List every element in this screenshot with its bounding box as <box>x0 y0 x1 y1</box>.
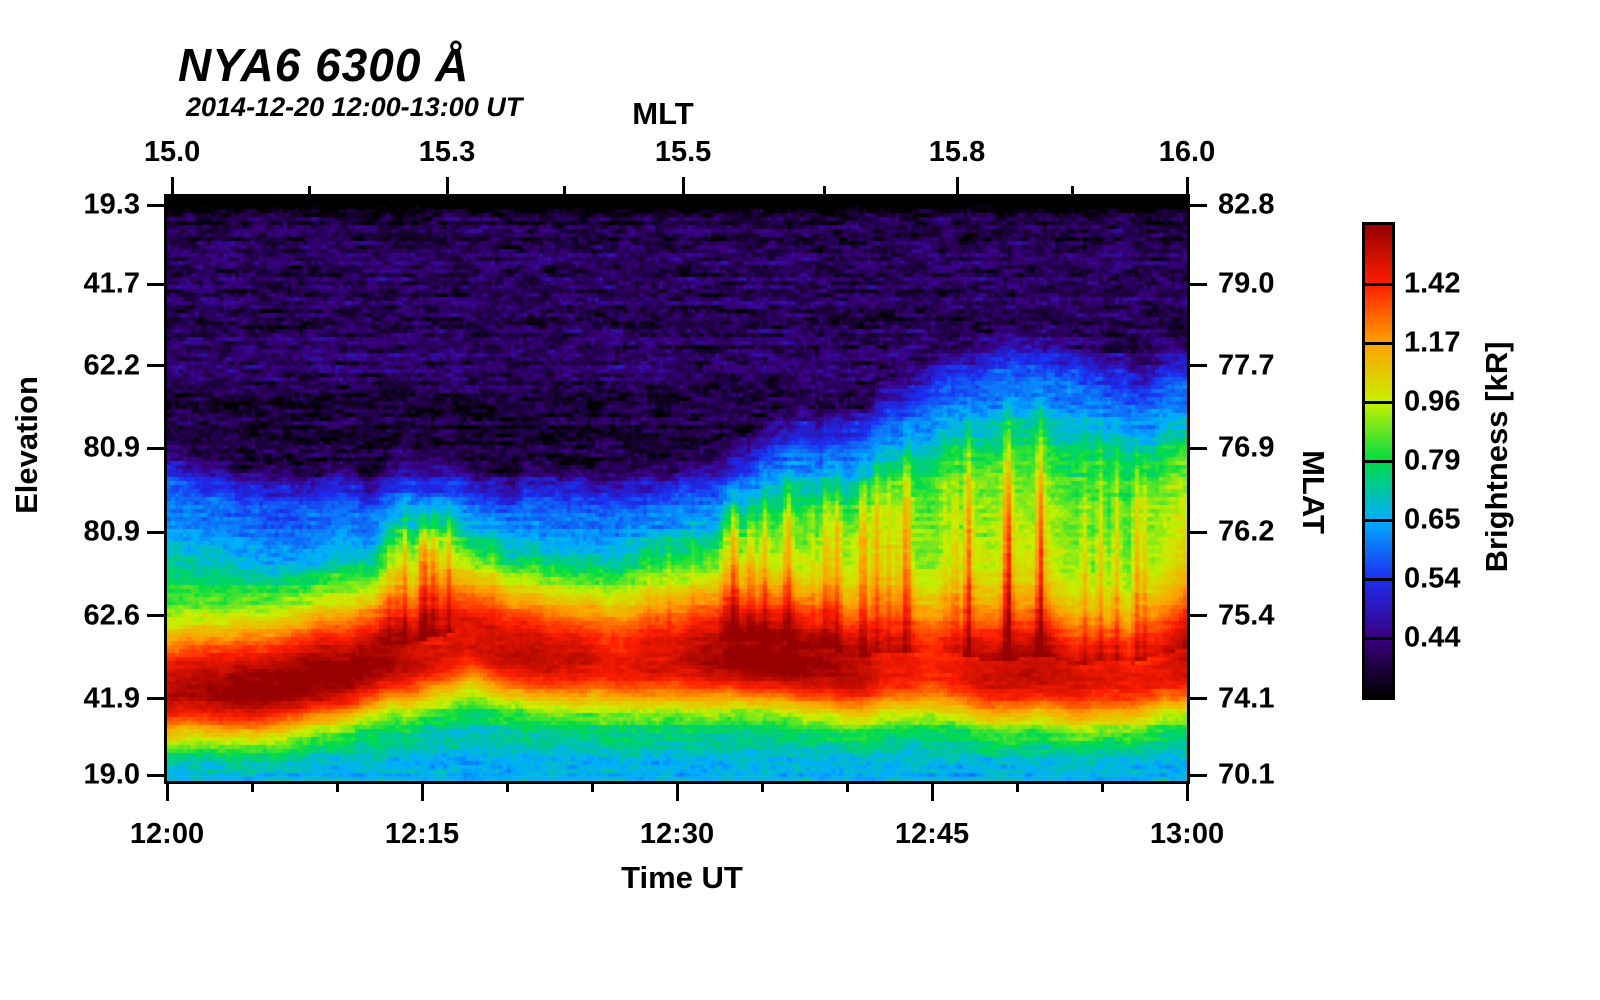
right-axis-tick <box>1187 697 1207 701</box>
top-axis-minor-tick <box>563 186 567 197</box>
left-axis-tick-label: 80.9 <box>83 431 140 464</box>
left-axis-tick-label: 41.7 <box>83 267 140 300</box>
colorbar-segment-divider <box>1365 518 1392 522</box>
colorbar-segment-divider <box>1365 282 1392 286</box>
bottom-axis-major-tick <box>420 781 424 801</box>
bottom-axis-major-tick <box>165 781 169 801</box>
right-axis-tick-label: 79.0 <box>1218 267 1275 300</box>
top-axis-minor-tick <box>308 186 312 197</box>
left-axis-tick <box>147 203 167 207</box>
left-axis-tick <box>147 364 167 368</box>
top-axis-minor-tick <box>823 186 827 197</box>
left-axis-tick <box>147 773 167 777</box>
top-axis-major-tick <box>681 177 685 197</box>
bottom-axis-minor-tick <box>760 781 764 792</box>
bottom-axis-minor-tick <box>1015 781 1019 792</box>
colorbar-tick-label: 0.96 <box>1404 385 1461 418</box>
left-axis-tick <box>147 614 167 618</box>
right-axis-tick <box>1187 614 1207 618</box>
bottom-axis-minor-tick <box>250 781 254 792</box>
colorbar-tick-label: 0.65 <box>1404 503 1461 536</box>
colorbar-segment-divider <box>1365 400 1392 404</box>
right-axis-tick-label: 76.2 <box>1218 515 1275 548</box>
keogram-heatmap <box>167 197 1187 781</box>
right-axis-tick <box>1187 773 1207 777</box>
bottom-axis-major-tick <box>675 781 679 801</box>
left-axis-tick-label: 19.3 <box>83 188 140 221</box>
right-axis-tick <box>1187 364 1207 368</box>
page-title: NYA6 6300 Å <box>178 39 470 91</box>
left-axis-tick-label: 80.9 <box>83 515 140 548</box>
colorbar-tick-label: 1.17 <box>1404 326 1461 359</box>
left-axis-tick <box>147 530 167 534</box>
bottom-axis-minor-tick <box>1100 781 1104 792</box>
colorbar-segment-divider <box>1365 577 1392 581</box>
right-axis-title: MLAT <box>1296 450 1331 534</box>
left-axis-tick-label: 62.2 <box>83 349 140 382</box>
bottom-axis-tick-label: 12:30 <box>639 818 715 850</box>
left-axis-tick <box>147 697 167 701</box>
colorbar-tick-label: 1.42 <box>1404 267 1461 300</box>
left-axis-tick-label: 41.9 <box>83 682 140 715</box>
right-axis-tick-label: 77.7 <box>1218 349 1275 382</box>
bottom-axis-minor-tick <box>335 781 339 792</box>
bottom-axis-tick-label: 13:00 <box>1149 818 1225 850</box>
right-axis-tick-label: 75.4 <box>1218 599 1275 632</box>
right-axis-tick-label: 74.1 <box>1218 682 1275 715</box>
top-axis-tick-label: 15.3 <box>418 136 476 168</box>
colorbar-title: Brightness [kR] <box>1479 341 1514 573</box>
right-axis-tick <box>1187 446 1207 450</box>
top-axis-tick-label: 15.0 <box>143 136 201 168</box>
bottom-axis-major-tick <box>930 781 934 801</box>
right-axis-tick-label: 82.8 <box>1218 188 1275 221</box>
bottom-axis-title: Time UT <box>621 860 743 895</box>
bottom-axis-minor-tick <box>845 781 849 792</box>
colorbar-tick-label: 0.44 <box>1404 621 1461 654</box>
left-axis-tick-label: 62.6 <box>83 599 140 632</box>
colorbar-segment-divider <box>1365 341 1392 345</box>
right-axis-tick-label: 70.1 <box>1218 758 1275 791</box>
right-axis-tick <box>1187 203 1207 207</box>
bottom-axis-tick-label: 12:00 <box>129 818 205 850</box>
bottom-axis-tick-label: 12:15 <box>384 818 460 850</box>
colorbar-frame <box>1362 222 1395 700</box>
bottom-axis-minor-tick <box>590 781 594 792</box>
top-axis-major-tick <box>170 177 174 197</box>
bottom-axis-minor-tick <box>505 781 509 792</box>
right-axis-tick <box>1187 530 1207 534</box>
top-axis-tick-label: 15.5 <box>654 136 712 168</box>
top-axis-major-tick <box>1185 177 1189 197</box>
bottom-axis-tick-label: 12:45 <box>894 818 970 850</box>
top-axis-minor-tick <box>1071 186 1075 197</box>
bottom-axis-major-tick <box>1185 781 1189 801</box>
left-axis-tick-label: 19.0 <box>83 758 140 791</box>
colorbar-segment-divider <box>1365 636 1392 640</box>
left-axis-tick <box>147 282 167 286</box>
top-axis-major-tick <box>955 177 959 197</box>
top-axis-title: MLT <box>632 96 694 131</box>
right-axis-tick <box>1187 282 1207 286</box>
colorbar-tick-label: 0.54 <box>1404 562 1461 595</box>
colorbar-segment-divider <box>1365 459 1392 463</box>
colorbar-tick-label: 0.79 <box>1404 444 1461 477</box>
top-axis-tick-label: 16.0 <box>1158 136 1216 168</box>
right-axis-tick-label: 76.9 <box>1218 431 1275 464</box>
left-axis-tick <box>147 446 167 450</box>
page-subtitle: 2014-12-20 12:00-13:00 UT <box>186 92 523 122</box>
top-axis-major-tick <box>445 177 449 197</box>
top-axis-tick-label: 15.8 <box>928 136 986 168</box>
